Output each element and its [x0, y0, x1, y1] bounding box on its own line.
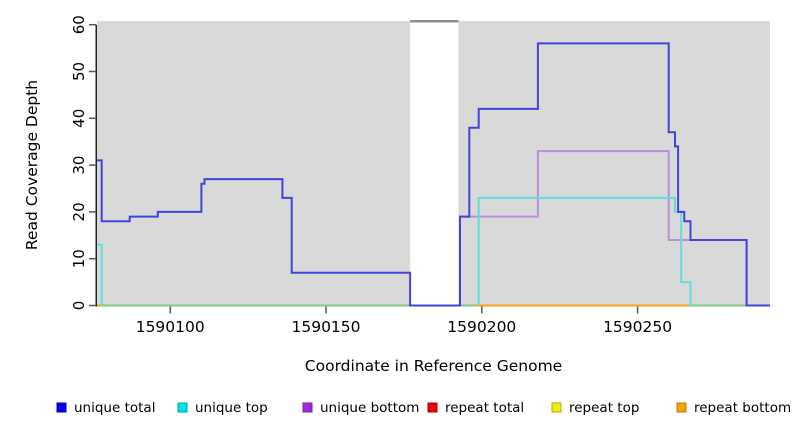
y-tick-label: 30 [70, 156, 88, 175]
x-axis-title: Coordinate in Reference Genome [305, 357, 562, 375]
legend: unique total unique top unique bottom repea… [56, 400, 791, 416]
legend-label-unique-bottom: unique bottom [320, 400, 419, 416]
legend-swatch-unique-top [177, 402, 188, 413]
legend-swatch-unique-bottom [302, 402, 313, 413]
plot-background-layer [97, 19, 770, 307]
series-lines-layer [97, 42, 770, 307]
x-tick-label: 1590250 [603, 318, 672, 336]
legend-item-unique-bottom: unique bottom [302, 400, 419, 416]
legend-swatch-repeat-total [427, 402, 438, 413]
legend-item-unique-total: unique total [56, 400, 155, 416]
x-tick-label: 1590200 [447, 318, 516, 336]
y-tick-label: 0 [70, 301, 88, 311]
legend-label-repeat-top: repeat top [569, 400, 639, 416]
legend-label-unique-total: unique total [74, 400, 155, 416]
legend-item-unique-top: unique top [177, 400, 268, 416]
no-data-gap-band [410, 20, 459, 307]
legend-swatch-repeat-top [551, 402, 562, 413]
y-axis-title: Read Coverage Depth [23, 80, 41, 250]
legend-item-repeat-total: repeat total [427, 400, 524, 416]
axes-layer: 0 10 20 30 40 50 60 1590100 1590150 1590200 159025… [70, 15, 672, 336]
x-tick-label: 1590150 [291, 318, 360, 336]
legend-label-repeat-bottom: repeat bottom [694, 400, 791, 416]
y-tick-label: 50 [70, 62, 88, 81]
y-tick-label: 10 [70, 249, 88, 268]
series-line-unique-total [97, 42, 770, 307]
legend-item-repeat-bottom: repeat bottom [676, 400, 791, 416]
y-tick-label: 20 [70, 202, 88, 221]
x-tick-label: 1590100 [136, 318, 205, 336]
legend-label-unique-top: unique top [195, 400, 268, 416]
series-line-unique-top [97, 243, 103, 306]
legend-label-repeat-total: repeat total [445, 400, 524, 416]
y-tick-label: 40 [70, 109, 88, 128]
legend-swatch-repeat-bottom [676, 402, 687, 413]
legend-item-repeat-top: repeat top [551, 400, 639, 416]
legend-swatch-unique-total [56, 402, 67, 413]
y-tick-label: 60 [70, 15, 88, 34]
